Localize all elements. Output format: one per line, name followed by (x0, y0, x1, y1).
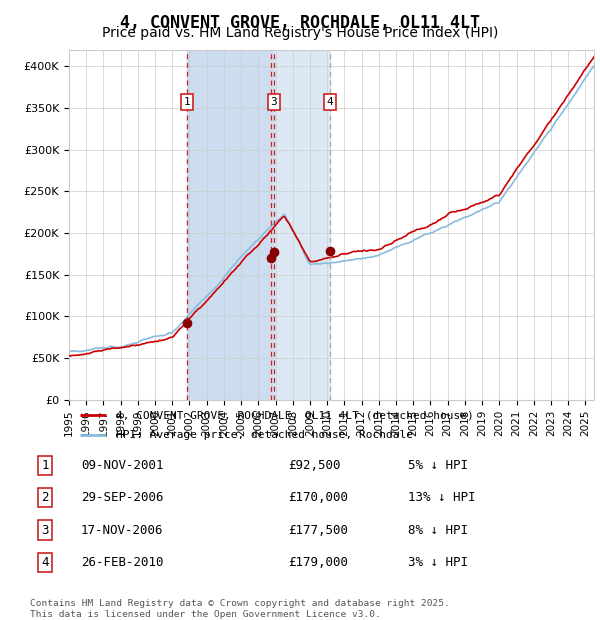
Bar (187, 50, 274, 400)
Bar (274, 50, 330, 400)
Text: 3% ↓ HPI: 3% ↓ HPI (408, 556, 468, 569)
Text: 8% ↓ HPI: 8% ↓ HPI (408, 524, 468, 536)
Text: HPI: Average price, detached house, Rochdale: HPI: Average price, detached house, Roch… (116, 430, 413, 440)
Text: 1: 1 (184, 97, 190, 107)
Text: 09-NOV-2001: 09-NOV-2001 (81, 459, 163, 472)
Text: 17-NOV-2006: 17-NOV-2006 (81, 524, 163, 536)
Text: 4: 4 (41, 556, 49, 569)
Text: 1: 1 (41, 459, 49, 472)
Text: Contains HM Land Registry data © Crown copyright and database right 2025.
This d: Contains HM Land Registry data © Crown c… (30, 600, 450, 619)
Text: 29-SEP-2006: 29-SEP-2006 (81, 492, 163, 504)
Text: Price paid vs. HM Land Registry's House Price Index (HPI): Price paid vs. HM Land Registry's House … (102, 26, 498, 40)
Text: 5% ↓ HPI: 5% ↓ HPI (408, 459, 468, 472)
Text: 4, CONVENT GROVE, ROCHDALE, OL11 4LT (detached house): 4, CONVENT GROVE, ROCHDALE, OL11 4LT (de… (116, 410, 474, 420)
Text: £170,000: £170,000 (288, 492, 348, 504)
Text: 3: 3 (271, 97, 277, 107)
Text: 4, CONVENT GROVE, ROCHDALE, OL11 4LT: 4, CONVENT GROVE, ROCHDALE, OL11 4LT (120, 14, 480, 32)
Text: 13% ↓ HPI: 13% ↓ HPI (408, 492, 476, 504)
Text: £177,500: £177,500 (288, 524, 348, 536)
Text: £92,500: £92,500 (288, 459, 341, 472)
Text: 2: 2 (41, 492, 49, 504)
Text: £179,000: £179,000 (288, 556, 348, 569)
Text: 26-FEB-2010: 26-FEB-2010 (81, 556, 163, 569)
Text: 3: 3 (41, 524, 49, 536)
Text: 4: 4 (326, 97, 333, 107)
